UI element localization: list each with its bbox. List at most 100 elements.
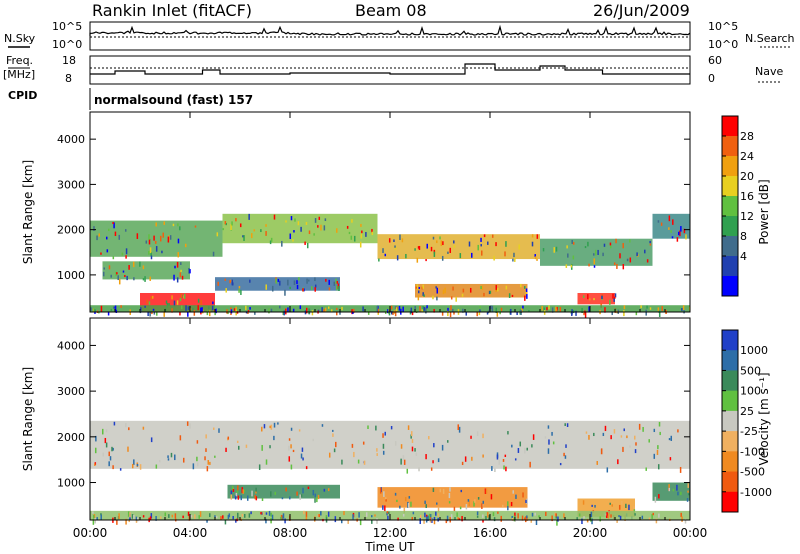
power-echo-speck xyxy=(339,310,341,315)
power-echo-speck xyxy=(570,264,573,268)
velocity-echo-speck xyxy=(214,515,216,518)
power-echo-speck xyxy=(90,307,92,311)
velocity-echo-speck xyxy=(606,512,608,516)
power-echo-speck xyxy=(649,307,652,310)
power-echo-speck xyxy=(487,241,489,245)
velocity-echo-speck xyxy=(383,491,385,497)
velocity-echo-speck xyxy=(672,488,675,492)
power-echo-speck xyxy=(511,294,514,297)
power-echo-speck xyxy=(488,290,491,295)
x-tick-label: 00:00 xyxy=(73,526,108,540)
velocity-echo-speck xyxy=(255,487,257,493)
velocity-echo-speck xyxy=(670,435,673,441)
power-echo-speck xyxy=(177,238,180,244)
power-echo-speck xyxy=(281,240,283,247)
power-echo-speck xyxy=(183,293,186,299)
power-echo-speck xyxy=(442,241,444,246)
power-echo-speck xyxy=(126,275,128,281)
velocity-echo-speck xyxy=(92,511,94,514)
power-echo-speck xyxy=(336,285,338,291)
velocity-echo-speck xyxy=(688,493,690,496)
power-echo-speck xyxy=(649,243,652,246)
power-echo-speck xyxy=(493,255,495,261)
power-echo-speck xyxy=(589,298,591,301)
power-echo-speck xyxy=(227,308,229,315)
velocity-echo-speck xyxy=(476,431,479,436)
power-echo-speck xyxy=(512,258,514,262)
velocity-echo-speck xyxy=(128,519,130,523)
velocity-echo-speck xyxy=(388,511,390,515)
velocity-colorbar-tick-label: 100 xyxy=(740,385,761,398)
velocity-echo-speck xyxy=(529,461,531,468)
power-echo-speck xyxy=(390,305,393,310)
velocity-echo-speck xyxy=(190,515,193,518)
power-echo-speck xyxy=(180,269,182,273)
velocity-echo-speck xyxy=(433,519,436,525)
velocity-echo-speck xyxy=(482,454,484,458)
power-echo-speck xyxy=(465,311,467,316)
power-echo-speck xyxy=(619,253,621,259)
velocity-echo-speck xyxy=(100,513,102,516)
power-colorbar-tick-label: 16 xyxy=(740,190,754,203)
power-colorbar-swatch xyxy=(722,136,738,157)
velocity-echo-speck xyxy=(406,468,409,474)
mhz-label: [MHz] xyxy=(3,68,35,81)
velocity-echo-speck xyxy=(375,425,377,431)
power-echo-speck xyxy=(308,308,310,315)
velocity-echo-speck xyxy=(497,511,499,514)
velocity-echo-speck xyxy=(101,428,104,435)
velocity-echo-speck xyxy=(436,502,438,505)
velocity-echo-speck xyxy=(423,519,425,524)
velocity-echo-speck xyxy=(676,484,678,491)
power-echo-speck xyxy=(622,243,624,249)
power-echo-speck xyxy=(419,306,421,312)
velocity-echo-speck xyxy=(320,511,322,516)
velocity-echo-speck xyxy=(131,514,134,519)
velocity-echo-speck xyxy=(167,458,170,461)
power-echo-speck xyxy=(582,295,585,298)
power-echo-speck xyxy=(500,307,503,312)
velocity-echo-speck xyxy=(446,515,449,522)
power-echo-speck xyxy=(468,241,471,247)
velocity-echo-speck xyxy=(507,501,509,508)
power-echo-speck xyxy=(514,257,516,262)
power-echo-speck xyxy=(371,231,374,236)
power-echo-speck xyxy=(116,272,118,275)
power-echo-speck xyxy=(604,307,606,313)
velocity-echo-speck xyxy=(634,513,636,516)
velocity-echo-speck xyxy=(142,515,145,518)
power-echo-speck xyxy=(536,258,538,261)
velocity-echo-speck xyxy=(222,515,224,519)
power-echo-speck xyxy=(414,248,416,251)
velocity-echo-speck xyxy=(299,494,301,500)
velocity-echo-speck xyxy=(382,450,385,455)
velocity-echo-speck xyxy=(196,462,199,467)
power-echo-speck xyxy=(495,307,498,313)
velocity-echo-speck xyxy=(400,458,402,465)
power-echo-speck xyxy=(365,232,367,237)
power-echo-speck xyxy=(566,245,568,249)
power-echo-speck xyxy=(603,243,606,247)
velocity-ylabel: Slant Range [km] xyxy=(21,367,35,471)
velocity-echo-speck xyxy=(305,511,308,518)
velocity-echo-speck xyxy=(680,512,682,517)
velocity-echo-speck xyxy=(328,452,331,458)
velocity-echo-speck xyxy=(250,511,252,515)
freq-trace xyxy=(90,63,690,75)
velocity-echo-speck xyxy=(610,435,612,440)
velocity-echo-speck xyxy=(94,518,96,524)
velocity-echo-speck xyxy=(588,434,590,440)
velocity-echo-speck xyxy=(482,500,485,504)
velocity-echo-band xyxy=(652,482,690,501)
velocity-echo-speck xyxy=(510,501,513,507)
power-echo-speck xyxy=(681,308,683,311)
velocity-echo-speck xyxy=(476,511,479,516)
power-echo-speck xyxy=(229,280,231,284)
power-echo-speck xyxy=(206,310,209,316)
velocity-colorbar-swatch xyxy=(722,471,738,493)
power-echo-speck xyxy=(308,230,311,235)
velocity-echo-speck xyxy=(626,435,628,439)
power-echo-speck xyxy=(293,230,295,233)
velocity-colorbar-swatch xyxy=(722,370,738,392)
power-echo-speck xyxy=(238,288,240,293)
